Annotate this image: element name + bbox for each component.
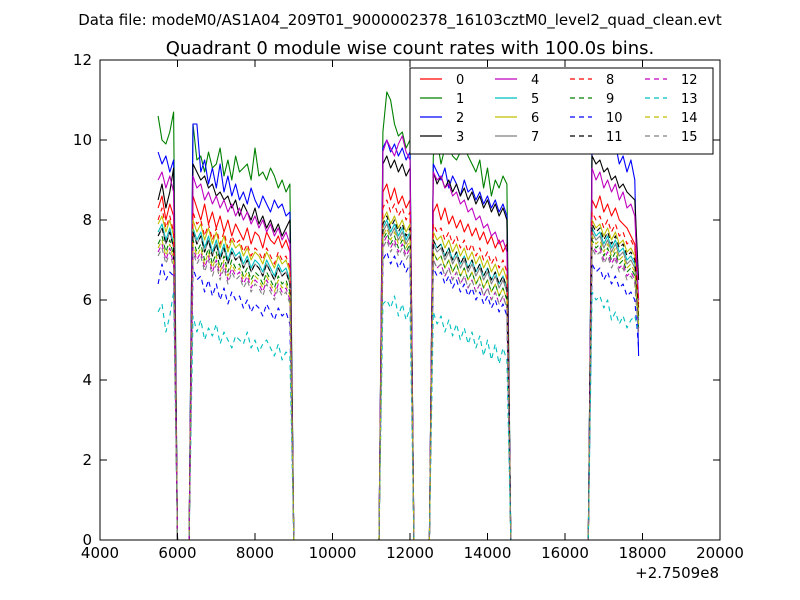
- y-tick-label: 4: [82, 371, 92, 389]
- legend-label-1: 1: [456, 92, 464, 107]
- y-tick-label: 6: [82, 291, 92, 309]
- x-axis-ticks: 4000 6000 8000 10000 12000 14000 16000 18000 200…: [81, 60, 744, 562]
- series-line-9: [157, 231, 640, 540]
- legend-label-5: 5: [531, 92, 539, 107]
- y-tick-label: 8: [82, 211, 92, 229]
- series-line-1: [157, 91, 640, 540]
- series-line-8: [157, 199, 640, 540]
- legend-label-3: 3: [456, 130, 464, 145]
- series-line-2: [157, 123, 640, 540]
- series-line-6: [157, 211, 640, 540]
- legend-label-12: 12: [681, 73, 698, 88]
- series-line-0: [157, 183, 640, 540]
- series-line-14: [157, 227, 640, 540]
- legend-label-14: 14: [681, 111, 698, 126]
- series-line-13: [157, 291, 640, 540]
- plot-lines: [157, 91, 640, 540]
- y-tick-label: 10: [73, 131, 92, 149]
- legend-label-11: 11: [606, 130, 623, 145]
- legend-box: [409, 67, 714, 155]
- legend-label-2: 2: [456, 111, 464, 126]
- legend-label-10: 10: [606, 111, 623, 126]
- series-line-4: [157, 135, 640, 540]
- legend-label-9: 9: [606, 92, 614, 107]
- y-tick-label: 2: [82, 451, 92, 469]
- legend-label-0: 0: [456, 73, 464, 88]
- figure-suptitle: Data file: modeM0/AS1A04_209T01_90000023…: [78, 11, 722, 30]
- x-tick-label: 10000: [309, 544, 357, 562]
- x-tick-label: 6000: [158, 544, 196, 562]
- legend-label-8: 8: [606, 73, 614, 88]
- y-tick-label: 12: [73, 51, 92, 69]
- x-tick-label: 12000: [386, 544, 434, 562]
- x-axis-offset-label: +2.7509e8: [635, 564, 719, 582]
- x-tick-label: 18000: [619, 544, 667, 562]
- series-line-5: [157, 219, 640, 540]
- legend-label-4: 4: [531, 73, 539, 88]
- x-tick-label: 20000: [696, 544, 744, 562]
- x-tick-label: 4000: [81, 544, 119, 562]
- chart-title: Quadrant 0 module wise count rates with …: [166, 38, 655, 59]
- series-line-12: [157, 235, 640, 540]
- legend-label-6: 6: [531, 111, 539, 126]
- legend-label-7: 7: [531, 130, 539, 145]
- series-line-15: [157, 239, 640, 540]
- legend-label-13: 13: [681, 92, 698, 107]
- x-tick-label: 14000: [464, 544, 512, 562]
- legend-label-15: 15: [681, 130, 698, 145]
- x-tick-label: 16000: [541, 544, 589, 562]
- y-tick-label: 0: [82, 531, 92, 549]
- series-line-7: [157, 223, 640, 540]
- x-tick-label: 8000: [236, 544, 274, 562]
